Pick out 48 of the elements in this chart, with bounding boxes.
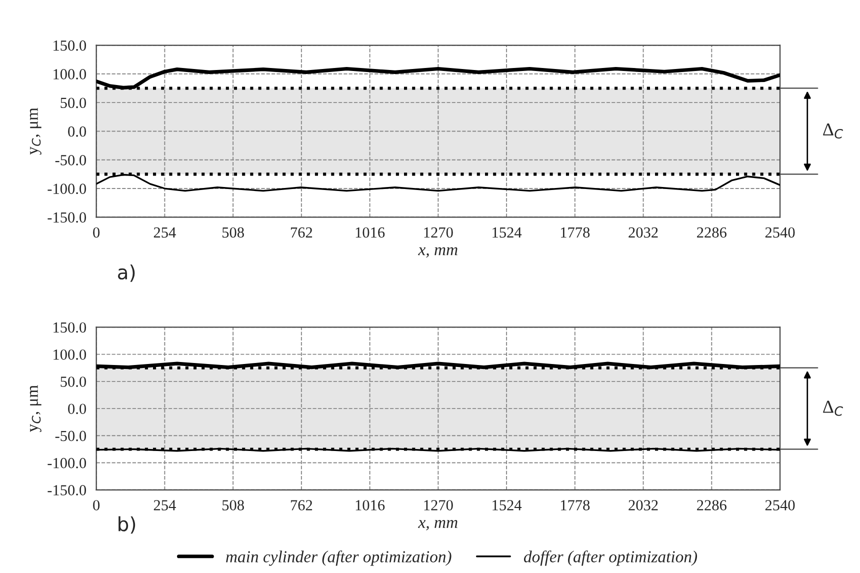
x-tick-label: 1778 (560, 500, 590, 510)
x-tick-label: 254 (154, 227, 176, 238)
x-tick-label: 1016 (356, 500, 385, 510)
y-tick-label: 100.0 (54, 69, 86, 80)
line-series (96, 66, 780, 90)
x-tick-label: 762 (290, 227, 312, 238)
x-tick-label: 2032 (628, 227, 658, 238)
text: Δ$_{C}$ (823, 400, 843, 416)
y-tick-label: -100.0 (48, 458, 86, 468)
x-tick-label: 508 (222, 227, 244, 238)
x-tick-label: 2540 (765, 500, 795, 510)
x-tick-label: 762 (290, 500, 312, 510)
x-tick-label: 2286 (697, 227, 726, 238)
y-tick-label: 0.0 (68, 126, 86, 137)
y-tick-label: 50.0 (60, 376, 86, 387)
y-tick-label: 150.0 (54, 40, 86, 51)
y-tick-label: 150.0 (54, 322, 86, 333)
legend-label: doffer (after optimization) (524, 550, 698, 566)
x-tick-label: 2032 (628, 500, 658, 510)
x-tick-label: 2540 (765, 227, 795, 238)
y-axis-title: y$_{C}$, μm (30, 108, 42, 155)
x-tick-label: 1016 (356, 227, 385, 238)
text: a) (118, 264, 135, 282)
text: b) (118, 516, 136, 534)
y-tick-label: 100.0 (54, 349, 86, 360)
x-tick-label: 508 (222, 500, 244, 510)
text: Δ$_{C}$ (823, 123, 843, 139)
x-tick-label: 1524 (492, 500, 522, 510)
x-tick-label: 1270 (424, 500, 453, 510)
x-tick-label: 2286 (697, 500, 726, 510)
y-tick-label: -50.0 (55, 430, 86, 442)
line-series (96, 174, 780, 192)
x-axis-title: x, mm (418, 247, 458, 258)
y-axis-title: y$_{C}$, μm (30, 385, 42, 432)
y-tick-label: -150.0 (48, 212, 86, 223)
legend-label: main cylinder (after optimization) (226, 550, 452, 566)
y-tick-label: 0.0 (68, 404, 86, 414)
x-tick-label: 0 (93, 500, 100, 510)
x-tick-label: 1778 (560, 227, 590, 238)
y-tick-label: 50.0 (60, 98, 86, 108)
x-tick-label: 0 (93, 227, 100, 238)
x-tick-label: 1270 (424, 227, 453, 238)
y-tick-label: -50.0 (55, 155, 86, 166)
x-axis-title: x, mm (418, 520, 458, 530)
x-tick-label: 1524 (492, 227, 522, 238)
y-tick-label: -150.0 (48, 485, 86, 496)
y-tick-label: -100.0 (48, 184, 86, 194)
x-tick-label: 254 (154, 500, 176, 510)
